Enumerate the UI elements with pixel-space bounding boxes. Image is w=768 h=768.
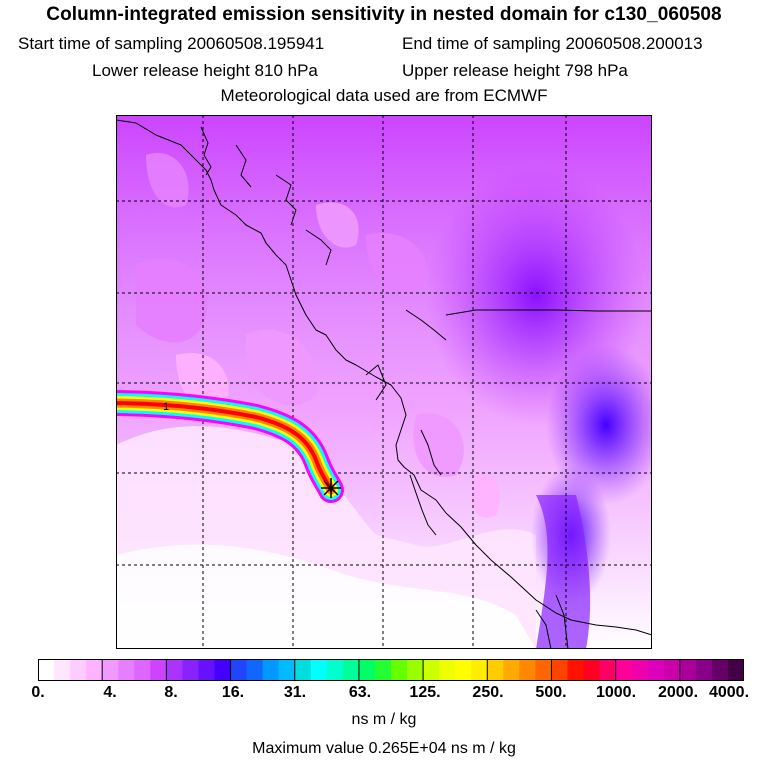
colorbar-cell bbox=[503, 659, 520, 681]
colorbar-cell bbox=[407, 659, 424, 681]
colorbar-cell bbox=[118, 659, 135, 681]
colorbar-tick-label: 1000. bbox=[595, 684, 637, 701]
start-time-label: Start time of sampling 20060508.195941 bbox=[18, 34, 325, 53]
colorbar-tick-label: 31. bbox=[283, 684, 307, 701]
colorbar-frame bbox=[38, 659, 744, 681]
colorbar-cell bbox=[310, 659, 328, 681]
end-time-label: End time of sampling 20060508.200013 bbox=[402, 34, 703, 53]
met-data-label: Meteorological data used are from ECMWF bbox=[220, 86, 548, 105]
colorbar-cell bbox=[439, 659, 456, 681]
colorbar-tick-label: 4000. bbox=[708, 684, 750, 701]
colorbar-cell bbox=[54, 659, 71, 681]
colorbar-cell bbox=[599, 659, 617, 681]
colorbar-cell bbox=[134, 659, 151, 681]
colorbar-cell bbox=[727, 659, 744, 681]
colorbar-cell bbox=[198, 659, 215, 681]
colorbar-cell bbox=[391, 659, 408, 681]
colorbar bbox=[38, 659, 744, 681]
colorbar-cell bbox=[182, 659, 199, 681]
blue-region-east bbox=[546, 345, 652, 505]
colorbar-tick-label: 16. bbox=[221, 684, 245, 701]
colorbar-cell bbox=[455, 659, 472, 681]
colorbar-cell bbox=[102, 659, 119, 681]
colorbar-cell bbox=[38, 659, 55, 681]
colorbar-cell bbox=[294, 659, 312, 681]
colorbar-units: ns m / kg bbox=[351, 711, 417, 728]
colorbar-cell bbox=[695, 659, 713, 681]
colorbar-cell bbox=[535, 659, 552, 681]
colorbar-cell bbox=[86, 659, 103, 681]
colorbar-cell bbox=[374, 659, 392, 681]
colorbar-tick-label: 2000. bbox=[657, 684, 699, 701]
colorbar-dividers bbox=[101, 659, 681, 681]
sensitivity-blotches bbox=[116, 153, 536, 649]
colorbar-cell bbox=[423, 659, 440, 681]
colorbar-cell bbox=[679, 659, 697, 681]
colorbar-cell bbox=[487, 659, 504, 681]
colorbar-cell bbox=[246, 659, 264, 681]
blue-channel bbox=[536, 495, 591, 649]
colorbar-tick-label: 8. bbox=[164, 684, 178, 701]
colorbar-tick-label: 125. bbox=[409, 684, 441, 701]
colorbar-cell bbox=[230, 659, 248, 681]
trajectory-plume bbox=[116, 390, 344, 503]
sensitivity-map: 1 bbox=[116, 115, 652, 649]
colorbar-tick-label: 63. bbox=[348, 684, 372, 701]
colorbar-cell bbox=[262, 659, 280, 681]
colorbar-cell bbox=[711, 659, 729, 681]
colorbar-cell bbox=[663, 659, 681, 681]
lower-height-label: Lower release height 810 hPa bbox=[92, 61, 318, 80]
colorbar-cell bbox=[166, 659, 183, 681]
colorbar-cell bbox=[471, 659, 488, 681]
colorbar-cell bbox=[567, 659, 585, 681]
colorbar-cell bbox=[358, 659, 376, 681]
colorbar-cell bbox=[551, 659, 568, 681]
colorbar-cell bbox=[342, 659, 360, 681]
colorbar-cell bbox=[214, 659, 232, 681]
grid-lines bbox=[116, 115, 652, 649]
receptor-star-icon bbox=[321, 478, 341, 498]
colorbar-tick-label: 4. bbox=[103, 684, 117, 701]
coastlines bbox=[116, 119, 652, 649]
colorbar-cell bbox=[631, 659, 649, 681]
colorbar-cell bbox=[326, 659, 344, 681]
colorbar-cell bbox=[647, 659, 665, 681]
plot-title: Column-integrated emission sensitivity i… bbox=[46, 4, 722, 25]
colorbar-tick-label: 500. bbox=[535, 684, 567, 701]
colorbar-cells bbox=[38, 659, 744, 681]
colorbar-cell bbox=[150, 659, 167, 681]
upper-height-label: Upper release height 798 hPa bbox=[402, 61, 628, 80]
max-value-label: Maximum value 0.265E+04 ns m / kg bbox=[252, 740, 516, 757]
colorbar-cell bbox=[519, 659, 536, 681]
release-marker-label: 1 bbox=[163, 401, 169, 413]
colorbar-cell bbox=[583, 659, 601, 681]
colorbar-tick-label: 250. bbox=[472, 684, 504, 701]
colorbar-cell bbox=[70, 659, 87, 681]
colorbar-cell bbox=[615, 659, 633, 681]
colorbar-tick-label: 0. bbox=[31, 684, 45, 701]
map-frame bbox=[116, 115, 652, 649]
colorbar-cell bbox=[278, 659, 296, 681]
